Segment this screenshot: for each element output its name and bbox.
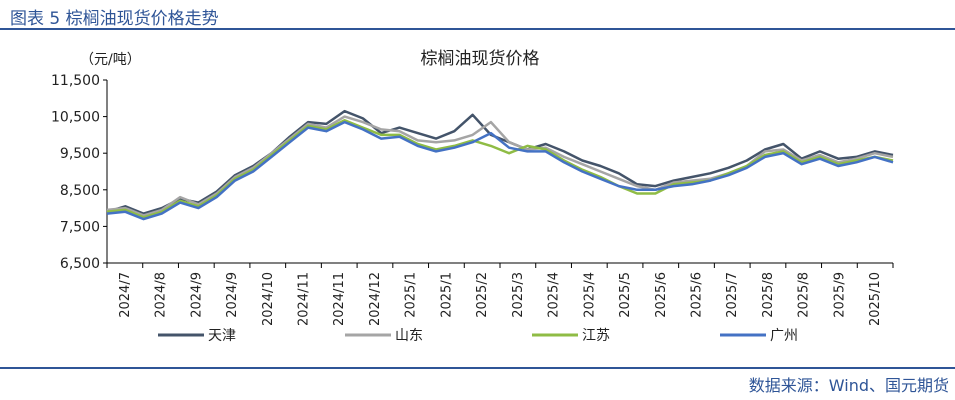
data-source: 数据来源：Wind、国元期货 bbox=[748, 376, 949, 395]
y-tick-label: 10,500 bbox=[51, 110, 100, 126]
y-tick-label: 11,500 bbox=[51, 73, 100, 89]
series-line-tianjin bbox=[106, 109, 894, 215]
x-tick-label: 2024/12 bbox=[368, 272, 383, 326]
y-tick-label: 7,500 bbox=[60, 219, 100, 235]
x-tick-label: 2024/11 bbox=[332, 272, 347, 326]
x-tick-label: 2025/6 bbox=[654, 272, 669, 318]
legend-label-shandong: 山东 bbox=[395, 328, 423, 344]
legend: 天津 山东 江苏 广州 bbox=[158, 328, 798, 344]
x-axis: 2024/7 2024/8 2024/9 2024/9 2024/10 2024/11 20… bbox=[106, 262, 894, 326]
series-line-guangzhou bbox=[106, 120, 894, 221]
x-tick-label: 2024/11 bbox=[297, 272, 312, 326]
x-tick-label: 2025/8 bbox=[761, 272, 776, 318]
legend-label-guangzhou: 广州 bbox=[770, 328, 798, 344]
x-tick-label: 2025/2 bbox=[475, 272, 490, 318]
series-line-jiangsu bbox=[106, 119, 894, 219]
series-line-shandong bbox=[106, 115, 894, 217]
x-tick-label: 2024/7 bbox=[118, 272, 133, 318]
x-tick-label: 2025/4 bbox=[547, 272, 562, 318]
legend-label-jiangsu: 江苏 bbox=[582, 328, 610, 344]
header-rule bbox=[0, 28, 955, 30]
x-tick-label: 2025/1 bbox=[404, 272, 419, 318]
x-tick-label: 2025/5 bbox=[618, 272, 633, 318]
x-tick-label: 2025/3 bbox=[511, 272, 526, 318]
x-tick-label: 2024/8 bbox=[154, 272, 169, 318]
x-tick-label: 2024/9 bbox=[189, 272, 204, 318]
price-chart: 棕榈油现货价格 （元/吨） 6,500 7,500 8,500 9,500 10,500… bbox=[51, 49, 894, 344]
y-tick-label: 6,500 bbox=[60, 256, 100, 272]
footer-rule bbox=[0, 367, 955, 369]
x-tick-label: 2025/1 bbox=[439, 272, 454, 318]
x-tick-label: 2025/8 bbox=[797, 272, 812, 318]
y-tick-label: 8,500 bbox=[60, 183, 100, 199]
legend-label-tianjin: 天津 bbox=[208, 328, 236, 344]
x-tick-label: 2024/9 bbox=[225, 272, 240, 318]
series-lines bbox=[106, 109, 894, 221]
y-unit-label: （元/吨） bbox=[80, 52, 141, 68]
x-tick-label: 2025/4 bbox=[582, 272, 597, 318]
x-tick-label: 2024/10 bbox=[261, 272, 276, 326]
y-tick-label: 9,500 bbox=[60, 146, 100, 162]
x-tick-label: 2025/7 bbox=[725, 272, 740, 318]
chart-title: 棕榈油现货价格 bbox=[421, 49, 540, 69]
figure-title: 图表 5 棕榈油现货价格走势 bbox=[10, 9, 219, 29]
x-tick-label: 2025/6 bbox=[690, 272, 705, 318]
x-tick-label: 2025/9 bbox=[832, 272, 847, 318]
x-tick-label: 2025/10 bbox=[868, 272, 883, 326]
y-axis: 6,500 7,500 8,500 9,500 10,500 11,500 bbox=[51, 73, 108, 272]
